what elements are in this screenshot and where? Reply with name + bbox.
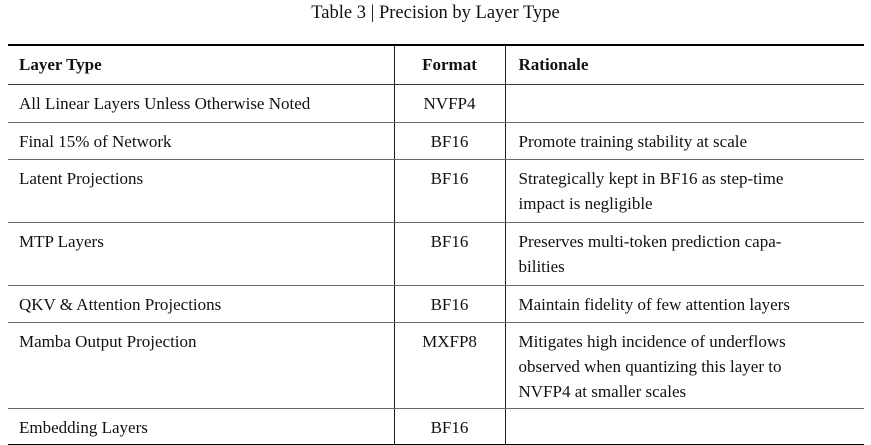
table-caption: Table 3 | Precision by Layer Type (311, 3, 560, 23)
table-row: QKV & Attention Projections BF16 Maintai… (8, 285, 864, 323)
column-header-format: Format (393, 45, 506, 85)
cell-rationale: Preserves multi-token prediction capa- b… (505, 222, 864, 286)
column-header-rationale: Rationale (505, 45, 864, 85)
cell-layer-type: Final 15% of Network (8, 122, 394, 160)
table-header: Layer Type Format Rationale (8, 45, 864, 85)
cell-layer-type: Mamba Output Projection (8, 322, 394, 409)
table-row: Mamba Output Projection MXFP8 Mitigates … (8, 322, 864, 409)
table-row: MTP Layers BF16 Preserves multi-token pr… (8, 222, 864, 286)
cell-layer-type: Embedding Layers (19, 417, 148, 437)
table-row: Final 15% of Network BF16 Promote traini… (8, 122, 864, 160)
cell-rationale (505, 408, 864, 445)
cell-layer-type: Latent Projections (8, 159, 394, 223)
cell-format: BF16 (393, 122, 506, 160)
cell-format: BF16 (393, 159, 506, 223)
table-row: All Linear Layers Unless Otherwise Noted… (8, 84, 864, 123)
cell-rationale: Promote training stability at scale (505, 122, 864, 160)
cell-rationale: Maintain fidelity of few attention layer… (505, 285, 864, 323)
cell-format: NVFP4 (393, 84, 506, 123)
cell-format: BF16 (393, 285, 506, 323)
cell-rationale: Mitigates high incidence of underflows o… (505, 322, 864, 409)
cell-format: MXFP8 (393, 322, 506, 409)
header-row: Layer Type Format Rationale (8, 45, 864, 85)
cell-format: BF16 (393, 222, 506, 286)
cell-layer-type: All Linear Layers Unless Otherwise Noted (8, 84, 394, 123)
cell-rationale (505, 84, 864, 123)
cell-layer-type: MTP Layers (8, 222, 394, 286)
cell-layer-type: QKV & Attention Projections (8, 285, 394, 323)
precision-by-layer-type-table: Layer Type Format Rationale All Linear L… (8, 44, 864, 445)
column-header-layer-type: Layer Type (8, 45, 394, 85)
cell-rationale: Strategically kept in BF16 as step-time … (505, 159, 864, 223)
table-row: Embedding Layers BF16 (8, 408, 864, 445)
table-row: Latent Projections BF16 Strategically ke… (8, 159, 864, 223)
table-body: All Linear Layers Unless Otherwise Noted… (8, 84, 864, 445)
cell-format: BF16 (393, 408, 506, 445)
